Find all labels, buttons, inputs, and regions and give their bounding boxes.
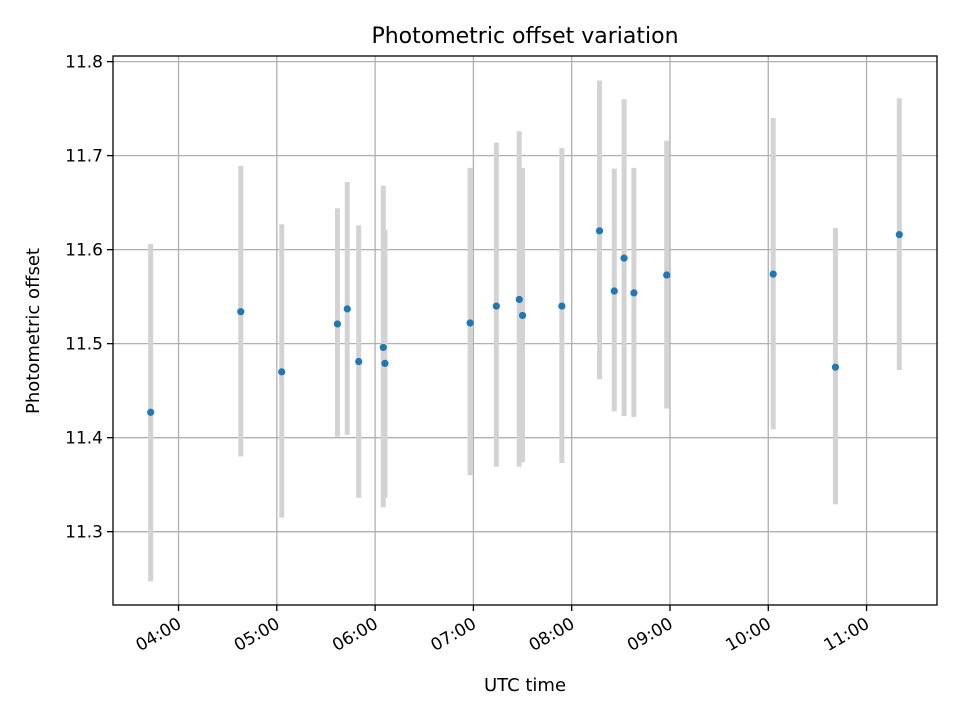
y-tick-label: 11.7 (65, 147, 103, 167)
plot-frame (112, 55, 938, 606)
data-point (610, 287, 618, 295)
y-tick-label: 11.5 (65, 335, 103, 355)
point-layer (147, 227, 903, 416)
data-point (558, 302, 566, 310)
data-point (466, 319, 474, 327)
data-point (355, 357, 363, 366)
x-tick-label: 11:00 (821, 614, 873, 656)
data-point (278, 368, 286, 376)
data-point (630, 289, 638, 297)
x-tick-label: 07:00 (427, 614, 479, 656)
y-tick-label: 11.4 (65, 429, 103, 449)
x-tick-label: 06:00 (329, 614, 381, 656)
x-tick-label: 10:00 (722, 614, 774, 656)
data-point (237, 308, 245, 316)
data-point (620, 254, 628, 262)
data-point (595, 227, 604, 235)
chart-title: Photometric offset variation (371, 24, 678, 49)
data-point (831, 363, 840, 371)
y-tick-label: 11.3 (65, 523, 103, 543)
data-point (663, 271, 671, 279)
x-tick-label: 04:00 (133, 614, 185, 656)
x-axis-label: UTC time (484, 675, 566, 696)
data-point (895, 231, 903, 239)
data-point (379, 343, 387, 352)
x-tick-label: 08:00 (526, 614, 578, 656)
data-point (343, 305, 351, 313)
data-point (381, 359, 389, 368)
data-point (769, 270, 777, 278)
x-tick-label: 09:00 (624, 614, 676, 656)
y-tick-label: 11.6 (65, 241, 103, 261)
grid-layer (113, 56, 937, 605)
data-point (333, 320, 342, 328)
x-tick-label: 05:00 (231, 614, 283, 656)
y-axis-label: Photometric offset (23, 248, 44, 414)
data-point (147, 408, 155, 416)
data-point (518, 311, 527, 320)
data-point (515, 295, 523, 304)
y-tick-label: 11.8 (65, 53, 103, 73)
data-point (492, 302, 500, 310)
